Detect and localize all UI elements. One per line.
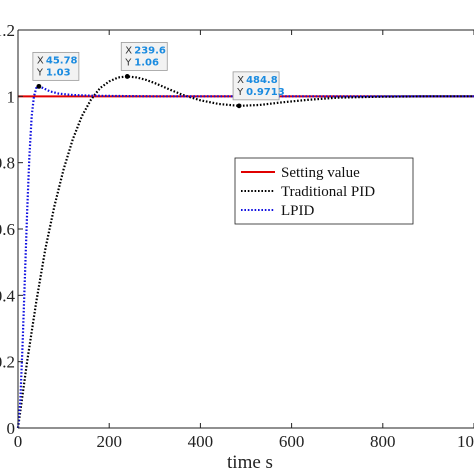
y-tick-label: 0.4 [0, 286, 16, 305]
datatip-y-label: Y [124, 57, 132, 68]
axes: 0 200 400 600 800 1000 0 0.2 0.4 0.6 0.8 1 1.2 [0, 21, 474, 451]
datatip-x-value: 239.6 [134, 45, 166, 56]
legend-label-3: LPID [281, 203, 315, 219]
datatip-layer: X 45.78Y 1.03X 239.6Y 1.06X 484.8Y 0.9713 [32, 42, 285, 109]
datatip-x-label: X [237, 75, 244, 86]
x-tick-label: 800 [370, 432, 396, 451]
y-tick-label: 0 [7, 419, 16, 438]
x-tick-label: 200 [96, 432, 122, 451]
y-tick-label: 0.2 [0, 353, 15, 372]
datatip-x-label: X [37, 55, 44, 66]
series-line-3 [16, 85, 474, 429]
legend-label-1: Setting value [281, 165, 360, 181]
datatip-y-value: 1.03 [46, 67, 71, 78]
datatip-y-value: 0.9713 [246, 87, 285, 98]
x-axis-title: time s [227, 452, 273, 473]
datatip-box [232, 71, 280, 101]
y-tick-label: 1.2 [0, 21, 15, 40]
x-tick-label: 600 [279, 432, 305, 451]
datatip-x-label: X [125, 45, 132, 56]
y-tick-label: 0.8 [0, 154, 15, 173]
legend-box [234, 157, 414, 225]
x-tick-label: 0 [14, 432, 23, 451]
datatip-x-value: 484.8 [246, 75, 278, 86]
y-tick-label: 1 [7, 87, 16, 106]
x-tick-label: 1000 [457, 432, 474, 451]
datatip-y-label: Y [236, 87, 244, 98]
datatip-box [32, 51, 80, 81]
x-tick-label: 400 [188, 432, 214, 451]
datatip-y-label: Y [36, 67, 44, 78]
y-tick-label: 0.6 [0, 220, 15, 239]
datatip-marker [36, 83, 42, 89]
datatip-box [120, 42, 168, 71]
datatip-x-value: 45.78 [46, 55, 78, 66]
datatip-marker [236, 103, 242, 109]
legend: Setting value Traditional PID LPID [234, 157, 414, 225]
datatip-y-value: 1.06 [134, 57, 159, 68]
datatip-marker [124, 74, 130, 79]
legend-label-2: Traditional PID [281, 184, 375, 200]
